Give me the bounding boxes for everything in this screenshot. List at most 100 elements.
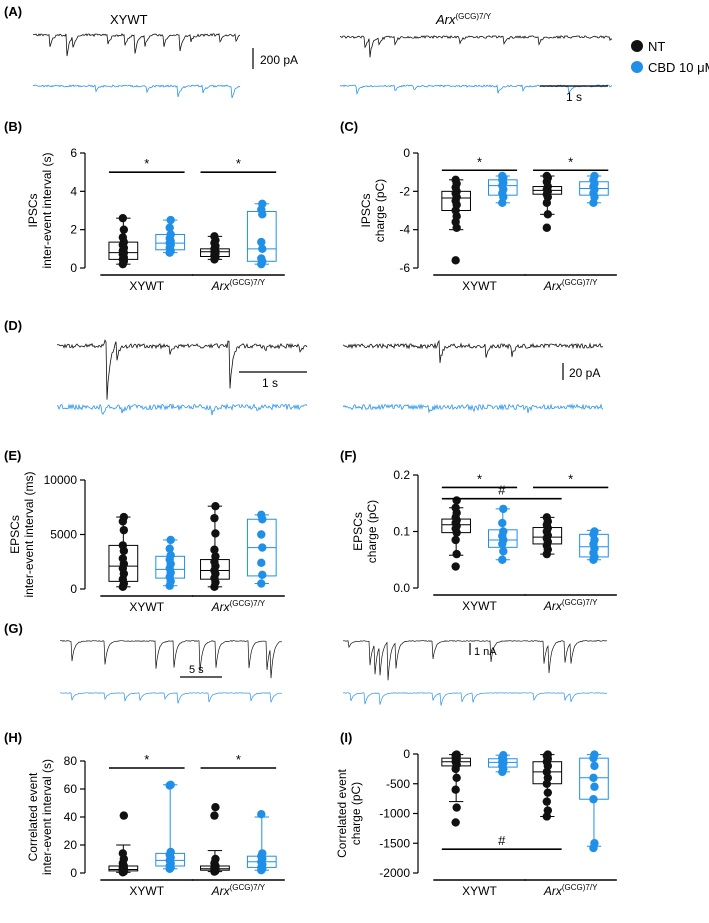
- scale-label-g-x: 5 s: [189, 664, 204, 676]
- panel-label-f: (F): [340, 448, 357, 463]
- data-point: [257, 510, 266, 520]
- data-point: [542, 223, 552, 232]
- data-point: [542, 513, 552, 522]
- box-cbd-group-1: [246, 510, 277, 588]
- panel-label-a: (A): [4, 4, 22, 19]
- y-tick-label: 0: [70, 261, 77, 275]
- box-iqr: [246, 210, 277, 262]
- data-point: [590, 171, 599, 181]
- data-point: [165, 544, 174, 553]
- box-cbd-group-1: [579, 750, 609, 853]
- data-point: [451, 562, 460, 571]
- data-point: [452, 803, 461, 812]
- significance-marker: *: [144, 752, 149, 767]
- data-point: [257, 579, 266, 588]
- significance-marker: *: [568, 154, 573, 169]
- trace-d-arx-cbd: [342, 403, 603, 414]
- trace-a-arx-nt: [339, 35, 613, 58]
- group-label: XYWT: [129, 279, 164, 293]
- data-point: [210, 513, 219, 523]
- y-tick-label: -500: [386, 777, 410, 791]
- data-point: [118, 849, 128, 858]
- group-label: XYWT: [129, 884, 164, 898]
- data-point: [452, 496, 461, 505]
- data-point: [210, 811, 219, 820]
- data-point: [499, 504, 508, 514]
- panel-label-d: (D): [4, 318, 22, 333]
- y-tick-label: -6: [399, 261, 410, 275]
- data-point: [166, 535, 175, 545]
- y-axis-label: IPSCs: [359, 193, 373, 227]
- data-point: [590, 839, 599, 848]
- box-cbd-group-0: [487, 750, 518, 777]
- panel-label-b: (B): [4, 119, 22, 134]
- group-label: XYWT: [462, 279, 497, 293]
- data-point: [451, 503, 460, 512]
- y-tick-label: 0.0: [393, 581, 410, 595]
- legend-label-nt: NT: [648, 39, 665, 54]
- data-point: [590, 761, 599, 771]
- significance-marker: *: [477, 154, 482, 169]
- group-label: Arx(GCG)7/Y: [211, 278, 266, 293]
- scale-bar-g: 5 s 1 nA: [180, 643, 497, 678]
- data-point: [452, 549, 461, 559]
- data-point: [210, 545, 219, 554]
- panel-label-h: (H): [4, 730, 22, 745]
- trace-g-arx-nt: [343, 640, 608, 681]
- legend-marker-cbd: [631, 61, 643, 73]
- trace-d-arx-nt: [342, 339, 604, 363]
- legend-label-cbd: CBD 10 μM: [648, 60, 709, 75]
- significance-marker: *: [144, 156, 149, 171]
- scale-label-d-y: 20 pA: [569, 366, 600, 380]
- trace-a-xywt-nt: [32, 32, 241, 57]
- data-point: [257, 558, 266, 568]
- group-label: Arx(GCG)7/Y: [211, 883, 266, 898]
- chart-c: (C) -6 -4 -2 0 IPSCs charge (pC) XYWT Arx(GCG)7/…: [340, 119, 617, 293]
- y-axis-label: inter-event interval (s): [40, 152, 54, 268]
- group-label: XYWT: [462, 884, 497, 898]
- chart-f: (F) 0.0 0.1 0.2 EPSCs charge (pC) XYWT Arx(GCG)…: [340, 448, 617, 613]
- y-tick-label: -4: [399, 223, 410, 237]
- y-tick-label: 6: [70, 146, 77, 160]
- trace-title-arx: Arx(GCG)7/Y: [435, 12, 492, 27]
- y-tick-label: 40: [64, 810, 78, 824]
- y-tick-label: 0: [403, 747, 410, 761]
- box-cbd-group-1: [579, 527, 609, 564]
- panel-label-i: (I): [340, 730, 352, 745]
- y-tick-label: -2: [399, 184, 410, 198]
- data-point: [210, 232, 219, 241]
- data-point: [119, 811, 129, 820]
- data-point: [499, 750, 508, 760]
- data-point: [257, 254, 266, 263]
- scale-bar-d: 1 s 20 pA: [239, 363, 600, 390]
- data-point: [258, 543, 267, 552]
- y-axis-label: charge (pC): [365, 500, 379, 563]
- chart-e: (E) 0 5000 10000 EPSCs inter-event interval (…: [4, 448, 285, 614]
- data-point: [589, 795, 598, 804]
- y-axis-label: Correlated event: [26, 772, 40, 861]
- y-tick-label: 0.1: [393, 525, 410, 539]
- data-point: [166, 847, 175, 857]
- box-nt-group-1: [532, 750, 563, 821]
- data-point: [498, 555, 507, 564]
- data-point: [590, 782, 599, 791]
- box-nt-group-0: [441, 175, 471, 265]
- data-point: [118, 233, 128, 242]
- y-axis-label: EPSCs: [8, 515, 22, 554]
- y-tick-label: 4: [70, 184, 77, 198]
- significance-marker: *: [236, 752, 241, 767]
- panel-label-c: (C): [340, 119, 358, 134]
- data-point: [258, 244, 267, 254]
- y-tick-label: 20: [64, 838, 78, 852]
- trace-d-xywt-nt: [56, 339, 308, 400]
- data-point: [166, 230, 175, 239]
- data-point: [211, 854, 220, 864]
- box-nt-group-1: [200, 232, 230, 264]
- data-point: [258, 570, 267, 580]
- box-nt-group-1: [200, 501, 230, 592]
- y-tick-label: 5000: [50, 528, 77, 542]
- data-point: [119, 525, 129, 535]
- significance-marker: *: [568, 471, 573, 486]
- group-label: XYWT: [129, 600, 164, 614]
